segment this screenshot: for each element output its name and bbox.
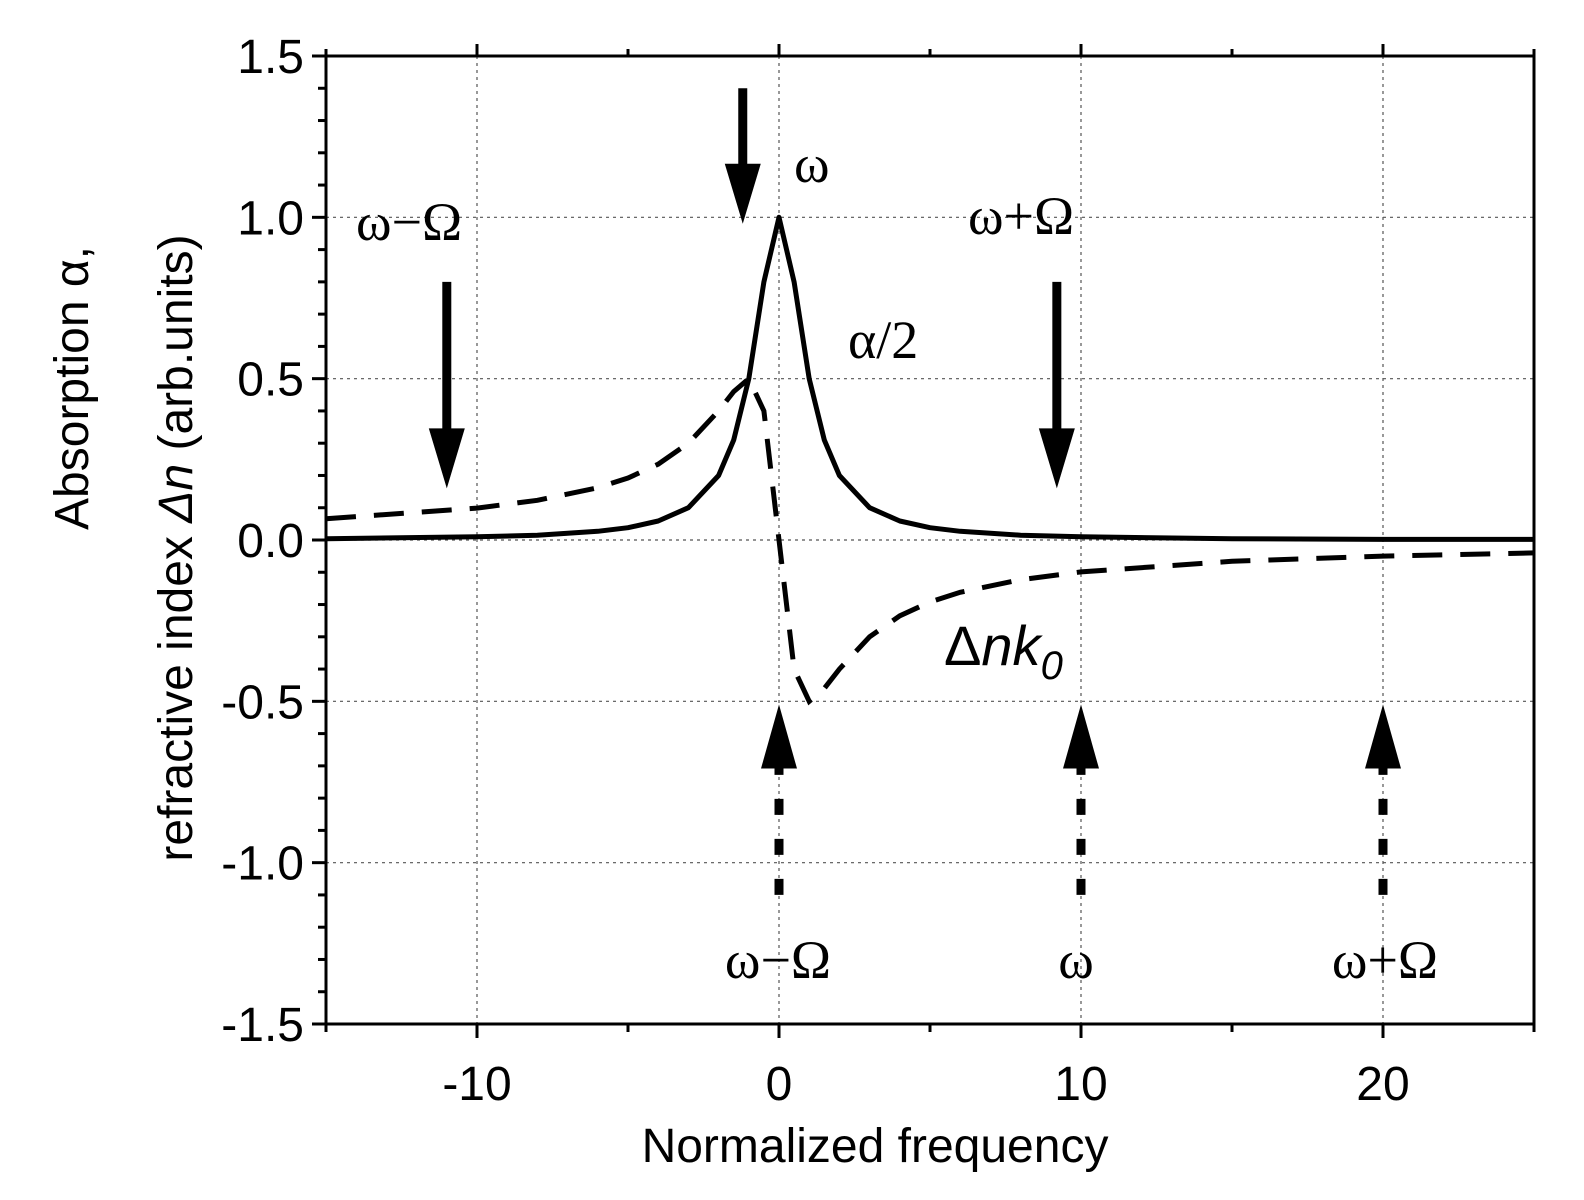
annotation-omega-minus-bottom: ω−Ω: [725, 930, 831, 990]
y-axis-title-line2: refractive index Δn (arb.units): [150, 234, 203, 861]
annotation-omega-bottom: ω: [1058, 930, 1094, 990]
x-tick-label: -10: [442, 1058, 511, 1111]
y-tick-label: 1.0: [237, 192, 304, 245]
refractive-index-curve: [325, 374, 1535, 706]
arrow-up-head: [761, 704, 797, 769]
annotation-omega-minus-top: ω−Ω: [356, 192, 462, 252]
arrows: [428, 88, 1401, 895]
x-axis-title: Normalized frequency: [642, 1120, 1109, 1173]
arrow-down-head: [428, 428, 465, 489]
annotation-delta-nk0: Δnk0: [944, 614, 1063, 688]
ticks: -10 0 10 20 1.5 1.0 0.5 0.0 -0.5 -1.0 -1.5: [221, 31, 1536, 1111]
absorption-curve: [325, 214, 1534, 542]
arrow-down-head: [724, 163, 761, 224]
arrow-up-head: [1365, 704, 1401, 769]
x-tick-label: 20: [1356, 1058, 1409, 1111]
annotation-omega-plus-bottom: ω+Ω: [1332, 930, 1438, 990]
y-tick-label: 0.5: [237, 354, 304, 407]
arrow-down-head: [1038, 428, 1075, 489]
refractive-index-series: [325, 374, 1535, 706]
y-tick-label: -0.5: [221, 676, 304, 729]
annotation-omega-plus-top: ω+Ω: [968, 186, 1074, 246]
annotation-omega-top: ω: [794, 134, 830, 194]
arrow-up-head: [1063, 704, 1099, 769]
annotation-alpha-half: α/2: [848, 310, 918, 370]
y-tick-label: -1.0: [221, 838, 304, 891]
y-tick-label: -1.5: [221, 999, 304, 1052]
y-axis-title-line1: Absorption α,: [46, 246, 99, 530]
absorption-series: [325, 214, 1534, 542]
x-tick-label: 0: [766, 1058, 793, 1111]
y-tick-label: 1.5: [237, 31, 304, 84]
x-tick-label: 10: [1054, 1058, 1107, 1111]
y-tick-label: 0.0: [237, 515, 304, 568]
